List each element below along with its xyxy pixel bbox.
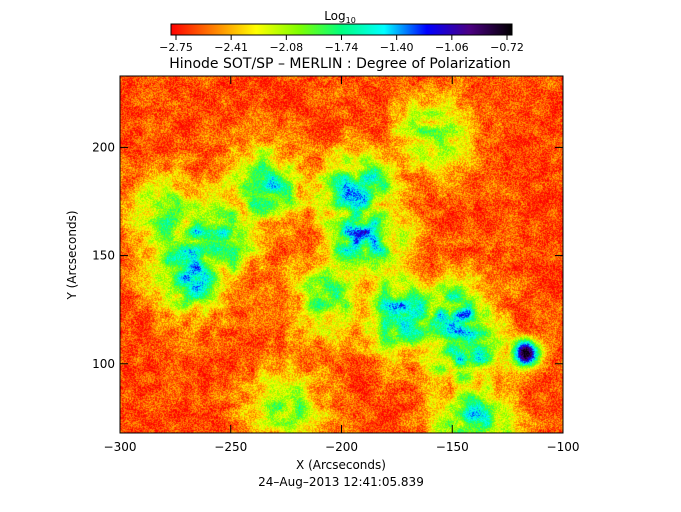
chart-title: Hinode SOT/SP – MERLIN : Degree of Polar… [169,56,511,72]
heatmap [120,76,563,433]
colorbar: Log10 −2.75 −2.41 −2.08 −1.74 −1.40 −1.06 −0.7… [159,9,524,54]
colorbar-label: Log10 [324,9,356,25]
colorbar-tick-label: −1.06 [435,41,469,54]
colorbar-tick-label: −2.75 [159,41,193,54]
colorbar-tick-label: −0.72 [490,41,524,54]
colorbar-tick-label: −2.08 [269,41,303,54]
heatmap-image [120,76,563,433]
y-tick-label: 150 [92,249,115,263]
colorbar-scale [170,23,513,36]
x-tick-label: −100 [547,440,580,454]
colorbar-tick-label: −1.74 [325,41,359,54]
x-axis: −300 −250 −200 −150 −100 [104,76,580,454]
y-axis: 100 150 200 [92,140,563,371]
x-tick-label: −200 [325,440,358,454]
colorbar-label-sub: 10 [346,16,356,25]
y-tick-label: 200 [92,140,115,154]
colorbar-tick-label: −2.41 [214,41,248,54]
y-axis-label: Y (Arcseconds) [65,210,79,300]
x-axis-label: X (Arcseconds) [296,458,386,472]
x-tick-label: −150 [436,440,469,454]
colorbar-tick-label: −1.40 [380,41,414,54]
colorbar-ticks: −2.75 −2.41 −2.08 −1.74 −1.40 −1.06 −0.72 [159,35,524,54]
x-tick-label: −250 [214,440,247,454]
x-tick-label: −300 [104,440,137,454]
colorbar-label-main: Log [324,9,345,23]
timestamp-annotation: 24–Aug–2013 12:41:05.839 [258,475,424,489]
y-tick-label: 100 [92,357,115,371]
